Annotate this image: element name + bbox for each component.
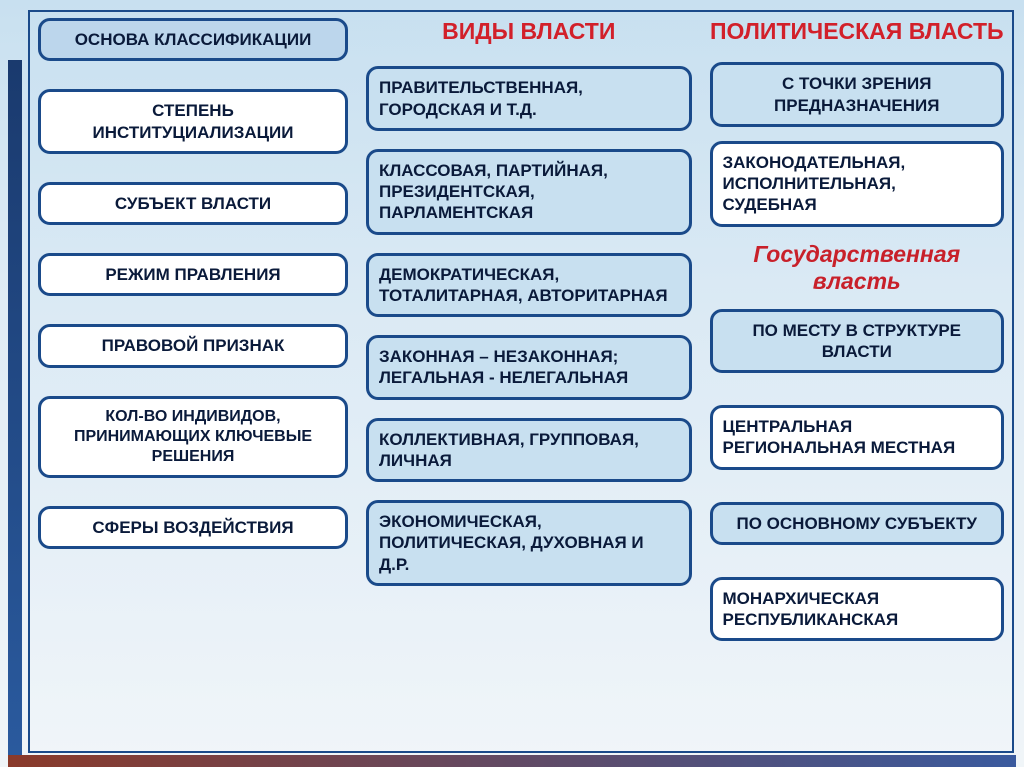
col2-item: КЛАССОВАЯ, ПАРТИЙНАЯ, ПРЕЗИДЕНТСКАЯ, ПАР… [366, 149, 692, 235]
col3-item: ЗАКОНОДАТЕЛЬНАЯ, ИСПОЛНИТЕЛЬНАЯ, СУДЕБНА… [710, 141, 1005, 227]
slide-frame: ОСНОВА КЛАССИФИКАЦИИ СТЕПЕНЬ ИНСТИТУЦИАЛ… [28, 10, 1014, 753]
col1-item: СФЕРЫ ВОЗДЕЙСТВИЯ [38, 506, 348, 549]
col2-item: ЗАКОННАЯ – НЕЗАКОННАЯ; ЛЕГАЛЬНАЯ - НЕЛЕГ… [366, 335, 692, 400]
col3-item: ПО МЕСТУ В СТРУКТУРЕ ВЛАСТИ [710, 309, 1005, 374]
col3-subheader: Государственная власть [710, 241, 1005, 295]
column-power-types: ВИДЫ ВЛАСТИ ПРАВИТЕЛЬСТВЕННАЯ, ГОРОДСКАЯ… [366, 18, 692, 745]
col1-item: ПРАВОВОЙ ПРИЗНАК [38, 324, 348, 367]
col2-item: ДЕМОКРАТИЧЕСКАЯ, ТОТАЛИТАРНАЯ, АВТОРИТАР… [366, 253, 692, 318]
col1-header-box: ОСНОВА КЛАССИФИКАЦИИ [38, 18, 348, 61]
col3-header: ПОЛИТИЧЕСКАЯ ВЛАСТЬ [710, 18, 1005, 44]
col3-item: С ТОЧКИ ЗРЕНИЯ ПРЕДНАЗНАЧЕНИЯ [710, 62, 1005, 127]
columns-container: ОСНОВА КЛАССИФИКАЦИИ СТЕПЕНЬ ИНСТИТУЦИАЛ… [38, 18, 1004, 745]
col1-item: РЕЖИМ ПРАВЛЕНИЯ [38, 253, 348, 296]
col3-item: МОНАРХИЧЕСКАЯ РЕСПУБЛИКАНСКАЯ [710, 577, 1005, 642]
col1-item: СУБЪЕКТ ВЛАСТИ [38, 182, 348, 225]
column-political-power: ПОЛИТИЧЕСКАЯ ВЛАСТЬ С ТОЧКИ ЗРЕНИЯ ПРЕДН… [710, 18, 1005, 745]
col2-item: ЭКОНОМИЧЕСКАЯ, ПОЛИТИЧЕСКАЯ, ДУХОВНАЯ И … [366, 500, 692, 586]
col2-item: ПРАВИТЕЛЬСТВЕННАЯ, ГОРОДСКАЯ И Т.Д. [366, 66, 692, 131]
col3-item: ЦЕНТРАЛЬНАЯ РЕГИОНАЛЬНАЯ МЕСТНАЯ [710, 405, 1005, 470]
col3-item: ПО ОСНОВНОМУ СУБЪЕКТУ [710, 502, 1005, 545]
col2-item: КОЛЛЕКТИВНАЯ, ГРУППОВАЯ, ЛИЧНАЯ [366, 418, 692, 483]
col1-item: КОЛ-ВО ИНДИВИДОВ, ПРИНИМАЮЩИХ КЛЮЧЕВЫЕ Р… [38, 396, 348, 478]
col1-item: СТЕПЕНЬ ИНСТИТУЦИАЛИЗАЦИИ [38, 89, 348, 154]
column-classification-basis: ОСНОВА КЛАССИФИКАЦИИ СТЕПЕНЬ ИНСТИТУЦИАЛ… [38, 18, 348, 745]
col2-header: ВИДЫ ВЛАСТИ [366, 18, 692, 44]
